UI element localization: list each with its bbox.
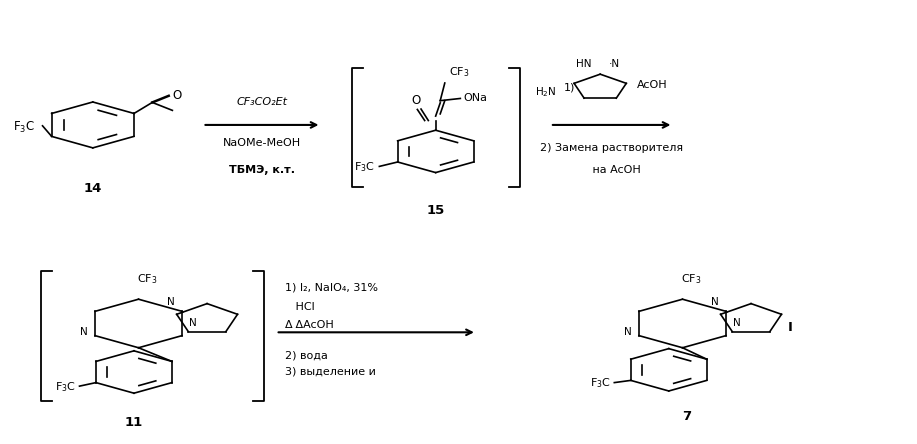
Text: NaOMe-MeOH: NaOMe-MeOH xyxy=(223,138,301,148)
Text: O: O xyxy=(411,94,420,107)
Text: N: N xyxy=(624,327,632,337)
Text: ТБМЭ, к.т.: ТБМЭ, к.т. xyxy=(229,165,295,174)
Text: ONa: ONa xyxy=(463,93,487,103)
Text: 1): 1) xyxy=(564,83,575,92)
Text: 2) вода: 2) вода xyxy=(285,351,327,361)
Text: ·N: ·N xyxy=(610,59,621,69)
Text: O: O xyxy=(172,89,182,102)
Text: ΔAcOH: ΔAcOH xyxy=(285,320,334,330)
Text: 3) выделение и: 3) выделение и xyxy=(285,366,376,377)
Text: CF₃CO₂Et: CF₃CO₂Et xyxy=(237,97,287,107)
Text: N: N xyxy=(81,327,88,337)
Text: 1) I₂, NaIO₄, 31%: 1) I₂, NaIO₄, 31% xyxy=(285,282,378,293)
Text: 7: 7 xyxy=(682,409,691,423)
Text: N: N xyxy=(167,297,174,307)
Text: 2) Замена растворителя: 2) Замена растворителя xyxy=(540,143,683,153)
Text: N: N xyxy=(189,318,196,329)
Text: $\mathregular{H_2N}$: $\mathregular{H_2N}$ xyxy=(535,85,557,99)
Text: $\mathregular{F_3C}$: $\mathregular{F_3C}$ xyxy=(354,160,375,174)
Text: на AcOH: на AcOH xyxy=(582,165,641,174)
Text: HN: HN xyxy=(576,59,591,69)
Text: ·: · xyxy=(724,307,728,320)
Text: $\mathregular{F_3C}$: $\mathregular{F_3C}$ xyxy=(55,380,76,394)
Text: HCl: HCl xyxy=(285,302,315,313)
Text: 14: 14 xyxy=(83,182,102,195)
Text: AcOH: AcOH xyxy=(636,80,668,90)
Text: 11: 11 xyxy=(125,416,143,429)
Text: Δ: Δ xyxy=(285,320,293,330)
Text: $\mathregular{CF_3}$: $\mathregular{CF_3}$ xyxy=(138,272,158,286)
Text: 15: 15 xyxy=(426,204,445,218)
Text: ·: · xyxy=(181,307,184,320)
Text: N: N xyxy=(733,318,741,329)
Text: N: N xyxy=(711,297,718,307)
Text: I: I xyxy=(788,321,792,334)
Text: $\mathregular{CF_3}$: $\mathregular{CF_3}$ xyxy=(681,272,702,286)
Text: $\mathregular{CF_3}$: $\mathregular{CF_3}$ xyxy=(449,65,470,79)
Text: $\mathregular{F_3C}$: $\mathregular{F_3C}$ xyxy=(590,377,611,390)
Text: $\mathregular{F_3C}$: $\mathregular{F_3C}$ xyxy=(13,119,35,135)
